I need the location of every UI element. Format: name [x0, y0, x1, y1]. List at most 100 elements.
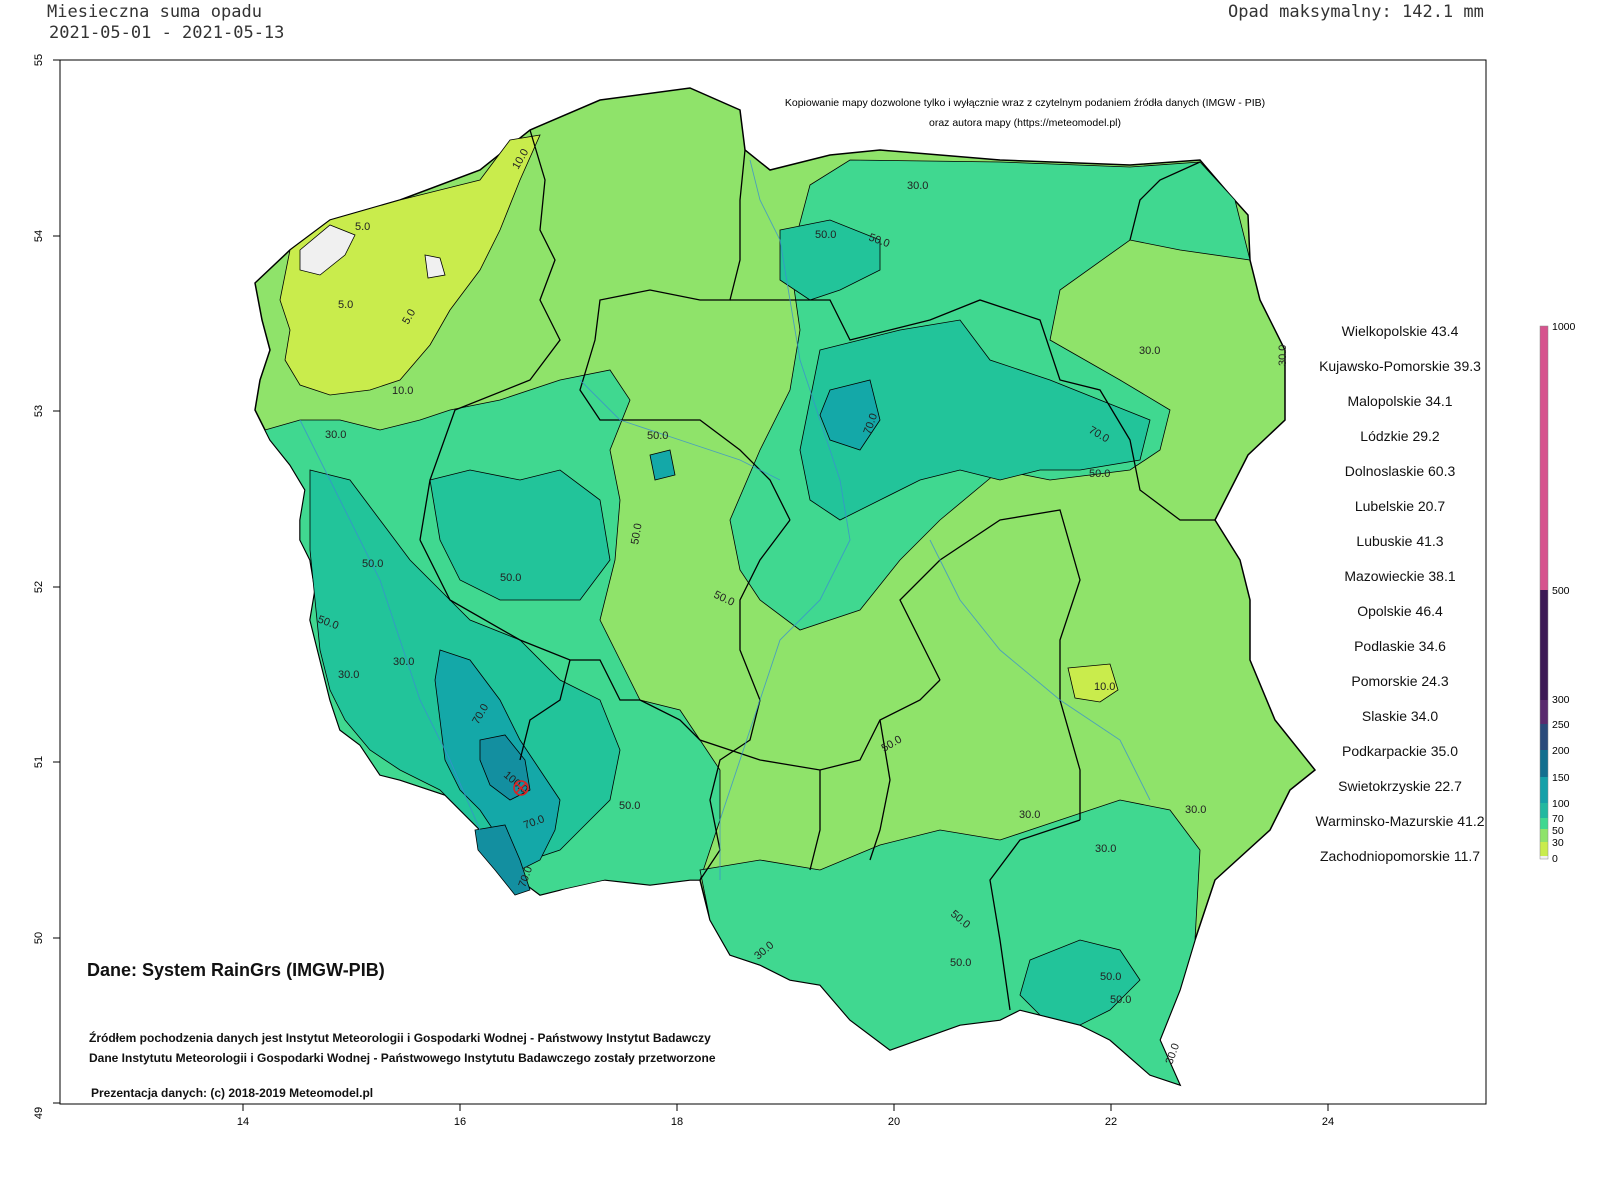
region-average: Kujawsko-Pomorskie 39.3	[1319, 358, 1481, 374]
contour-label: 50.0	[500, 572, 521, 584]
x-tick-label: 20	[888, 1116, 900, 1128]
contour-label: 50.0	[619, 800, 640, 812]
copyright-line-1: Kopiowanie mapy dozwolone tylko i wyłącz…	[785, 97, 1265, 109]
contour-label: 30.0	[1095, 843, 1116, 855]
legend-labels: 1000 500 300 250 200 150 100 70 50 30 0	[1552, 321, 1576, 865]
color-legend	[1539, 325, 1549, 860]
y-tick-label: 51	[33, 756, 45, 768]
x-tick-label: 14	[237, 1116, 249, 1128]
legend-swatch	[1540, 777, 1548, 803]
y-tick-label: 49	[33, 1107, 45, 1119]
contour-label: 30.0	[1019, 809, 1040, 821]
legend-label: 100	[1552, 798, 1570, 810]
legend-swatch	[1540, 590, 1548, 700]
axis-ticks	[53, 59, 1329, 1111]
region-average: Podlaskie 34.6	[1354, 638, 1446, 654]
contour-label: 30.0	[1185, 804, 1206, 816]
contour-label: 10.0	[1094, 681, 1115, 693]
legend-label: 0	[1552, 853, 1558, 865]
legend-swatch	[1540, 326, 1548, 590]
region-average: Opolskie 46.4	[1357, 603, 1443, 619]
legend-label: 1000	[1552, 321, 1576, 333]
copyright-line-2: oraz autora mapy (https://meteomodel.pl)	[929, 117, 1121, 129]
y-tick-label: 52	[33, 581, 45, 593]
region-average: Wielkopolskie 43.4	[1341, 323, 1459, 339]
legend-label: 50	[1552, 825, 1564, 837]
contour-label: 30.0	[393, 656, 414, 668]
legend-swatch	[1540, 803, 1548, 818]
contour-label: 30.0	[325, 429, 346, 441]
region-average: Podkarpackie 35.0	[1342, 743, 1458, 759]
voivodeship-borders	[419, 129, 1215, 1011]
data-source: Dane: System RainGrs (IMGW-PIB)	[87, 960, 385, 980]
legend-swatch	[1540, 829, 1548, 842]
rivers	[299, 159, 1151, 880]
x-tick-label: 24	[1322, 1116, 1334, 1128]
zone-50-ne	[779, 219, 881, 301]
region-average: Slaskie 34.0	[1361, 708, 1439, 724]
contour-label: 50.0	[815, 229, 836, 241]
x-tick-label: 18	[671, 1116, 683, 1128]
contour-label: 50.0	[1100, 971, 1121, 983]
low-precip-zone-pale-2	[424, 254, 446, 279]
contour-label: 50.0	[1110, 994, 1131, 1006]
legend-label: 300	[1552, 694, 1570, 706]
legend-swatch	[1540, 724, 1548, 750]
region-average: Mazowieckie 38.1	[1344, 568, 1456, 584]
max-precip-marker	[513, 780, 529, 796]
legend-swatch	[1540, 818, 1548, 829]
legend-label: 250	[1552, 719, 1570, 731]
low-precip-zone-pale	[299, 224, 356, 276]
contour-label: 5.0	[338, 299, 353, 311]
contour-label: 30.0	[1277, 345, 1289, 366]
credit-line-1: Źródłem pochodzenia danych jest Instytut…	[89, 1031, 711, 1045]
zone-70-klodzko	[474, 824, 531, 896]
region-average: Warminsko-Mazurskie 41.2	[1315, 813, 1485, 829]
y-tick-label: 55	[33, 54, 45, 66]
legend-swatch	[1540, 750, 1548, 777]
contour-label: 50.0	[629, 522, 645, 545]
contour-label: 30.0	[338, 669, 359, 681]
legend-swatch	[1540, 842, 1548, 856]
y-tick-label: 54	[33, 230, 45, 242]
contour-label: 5.0	[355, 221, 370, 233]
x-tick-label: 22	[1105, 1116, 1117, 1128]
date-range: 2021-05-01 - 2021-05-13	[49, 23, 285, 43]
zone-70-center	[649, 449, 676, 481]
region-average: Lubelskie 20.7	[1354, 498, 1446, 514]
contour-label: 50.0	[362, 558, 383, 570]
legend-label: 150	[1552, 772, 1570, 784]
copyright-notice: Kopiowanie mapy dozwolone tylko i wyłącz…	[785, 97, 1265, 129]
y-tick-label: 53	[33, 405, 45, 417]
region-average: Lubuskie 41.3	[1356, 533, 1444, 549]
contour-label: 30.0	[907, 180, 928, 192]
legend-label: 30	[1552, 837, 1564, 849]
x-tick-label: 16	[454, 1116, 466, 1128]
legend-label: 200	[1552, 745, 1570, 757]
y-tick-label: 50	[33, 932, 45, 944]
map-title: Miesieczna suma opadu	[47, 2, 262, 22]
max-precipitation: Opad maksymalny: 142.1 mm	[1228, 2, 1484, 22]
contour-label: 10.0	[392, 385, 413, 397]
y-axis-labels: 55 54 53 52 51 50 49	[33, 54, 45, 1119]
zone-50-far-south	[1019, 939, 1141, 1026]
legend-label: 70	[1552, 813, 1564, 825]
region-average: Malopolskie 34.1	[1347, 393, 1453, 409]
zone-50-east	[799, 319, 1151, 521]
zone-70-east	[819, 379, 881, 451]
region-average: Lódzkie 29.2	[1360, 428, 1440, 444]
contour-label: 30.0	[1139, 345, 1160, 357]
low-precip-zone-nw	[279, 134, 541, 396]
region-average: Swietokrzyskie 22.7	[1338, 778, 1462, 794]
contour-label: 50.0	[1089, 468, 1110, 480]
legend-label: 500	[1552, 585, 1570, 597]
region-average: Pomorskie 24.3	[1351, 673, 1449, 689]
legend-swatch	[1540, 856, 1548, 859]
region-average: Dolnoslaskie 60.3	[1344, 463, 1456, 479]
contour-label: 50.0	[950, 957, 971, 969]
zone-50-center	[429, 469, 611, 601]
region-average: Zachodniopomorskie 11.7	[1319, 848, 1481, 864]
credit-line-3: Prezentacja danych: (c) 2018-2019 Meteom…	[91, 1086, 374, 1100]
contour-label: 50.0	[647, 430, 668, 442]
